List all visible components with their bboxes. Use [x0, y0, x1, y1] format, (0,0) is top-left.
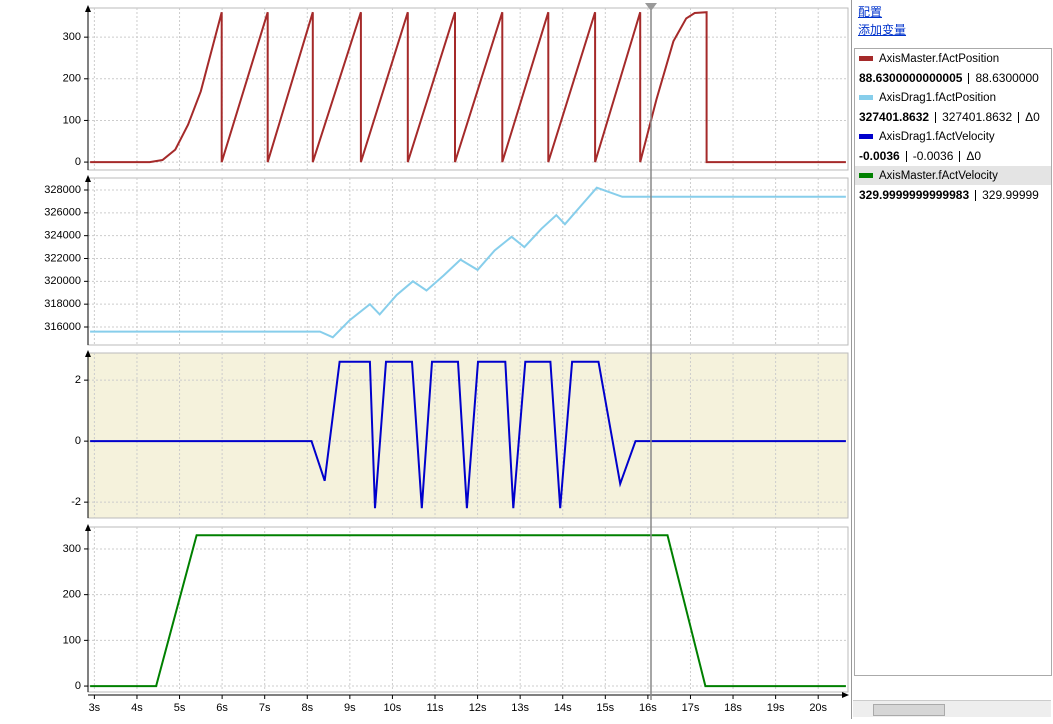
x-tick-label: 15s [596, 702, 614, 714]
y-tick-label: 2 [75, 374, 81, 386]
compare-value: 327401.8632 [942, 110, 1013, 124]
x-tick-label: 5s [174, 702, 186, 714]
variable-swatch [859, 134, 873, 139]
y-tick-label: 0 [75, 680, 81, 692]
add-variable-link[interactable]: 添加变量 [858, 23, 907, 37]
data-line [90, 534, 846, 688]
variable-values: -0.0036 -0.0036 Δ0 [855, 146, 1051, 166]
y-tick-label: -2 [71, 496, 81, 508]
x-tick-label: 4s [131, 702, 143, 714]
variable-name-row: AxisDrag1.fActPosition [855, 88, 1051, 107]
x-tick-label: 19s [767, 702, 785, 714]
variable-swatch [859, 95, 873, 100]
x-tick-label: 20s [809, 702, 827, 714]
x-tick-label: 12s [469, 702, 487, 714]
y-tick-label: 200 [63, 589, 81, 601]
current-value: 329.9999999999983 [859, 188, 970, 202]
compare-value: 88.6300000 [975, 71, 1039, 85]
x-tick-label: 10s [384, 702, 402, 714]
plot-area [87, 177, 849, 346]
y-tick-label: 0 [75, 435, 81, 447]
x-tick-label: 6s [216, 702, 228, 714]
compare-value: 329.99999 [982, 188, 1039, 202]
variable-name: AxisMaster.fActPosition [879, 52, 1000, 65]
config-link[interactable]: 配置 [858, 5, 883, 19]
variable-values: 88.6300000000005 88.6300000 [855, 68, 1051, 88]
delta-value: Δ0 [966, 149, 982, 163]
y-tick-label: 300 [63, 31, 81, 43]
x-tick-label: 7s [259, 702, 271, 714]
y-tick-label: 322000 [44, 252, 81, 264]
horizontal-scrollbar[interactable] [853, 700, 1051, 717]
data-line [90, 186, 846, 339]
axis-arrow [85, 175, 91, 182]
scope-charts: 0100200300316000318000320000322000324000… [44, 3, 849, 714]
variable-name-row: AxisDrag1.fActVelocity [855, 127, 1051, 146]
x-tick-label: 17s [682, 702, 700, 714]
variable-swatch [859, 173, 873, 178]
compare-value: -0.0036 [912, 149, 954, 163]
x-tick-label: 16s [639, 702, 657, 714]
variable-name-row: AxisMaster.fActVelocity [855, 166, 1051, 185]
y-tick-label: 316000 [44, 321, 81, 333]
axis-arrow [85, 350, 91, 357]
y-tick-label: 300 [63, 543, 81, 555]
y-tick-label: 100 [63, 114, 81, 126]
scroll-thumb[interactable] [873, 704, 945, 716]
axis-arrow [85, 5, 91, 12]
cursor-handle [645, 3, 657, 11]
variable-name-row: AxisMaster.fActPosition [855, 49, 1051, 68]
current-value: 327401.8632 [859, 110, 930, 124]
y-tick-label: 320000 [44, 275, 81, 287]
y-tick-label: 328000 [44, 184, 81, 196]
separator [975, 189, 977, 201]
data-line [90, 11, 846, 164]
side-panel: 配置 添加变量 AxisMaster.fActPosition 88.630000… [851, 0, 1053, 719]
y-tick-label: 100 [63, 634, 81, 646]
y-tick-label: 326000 [44, 207, 81, 219]
y-tick-label: 324000 [44, 230, 81, 242]
variable-list: AxisMaster.fActPosition 88.6300000000005 8… [854, 48, 1052, 676]
delta-value: Δ0 [1025, 110, 1040, 124]
separator [935, 111, 937, 123]
variable-name: AxisDrag1.fActVelocity [879, 130, 995, 143]
separator [1018, 111, 1020, 123]
variable-name: AxisDrag1.fActPosition [879, 91, 996, 104]
separator [905, 150, 907, 162]
axis-arrow [842, 692, 849, 698]
y-tick-label: 318000 [44, 298, 81, 310]
x-tick-label: 14s [554, 702, 572, 714]
current-value: 88.6300000000005 [859, 71, 963, 85]
separator [959, 150, 961, 162]
axis-arrow [85, 524, 91, 531]
variable-swatch [859, 56, 873, 61]
x-tick-label: 9s [344, 702, 356, 714]
variable-values: 329.9999999999983 329.99999 [855, 185, 1051, 205]
x-tick-label: 18s [724, 702, 742, 714]
y-tick-label: 200 [63, 73, 81, 85]
y-tick-label: 0 [75, 156, 81, 168]
x-tick-label: 11s [427, 702, 444, 714]
x-tick-label: 8s [301, 702, 313, 714]
data-line [90, 360, 846, 509]
variable-name: AxisMaster.fActVelocity [879, 169, 998, 182]
plot-area [87, 526, 849, 693]
x-tick-label: 3s [89, 702, 101, 714]
separator [968, 72, 970, 84]
variable-values: 327401.8632 327401.8632 Δ0 [855, 107, 1051, 127]
x-tick-label: 13s [511, 702, 529, 714]
current-value: -0.0036 [859, 149, 900, 163]
